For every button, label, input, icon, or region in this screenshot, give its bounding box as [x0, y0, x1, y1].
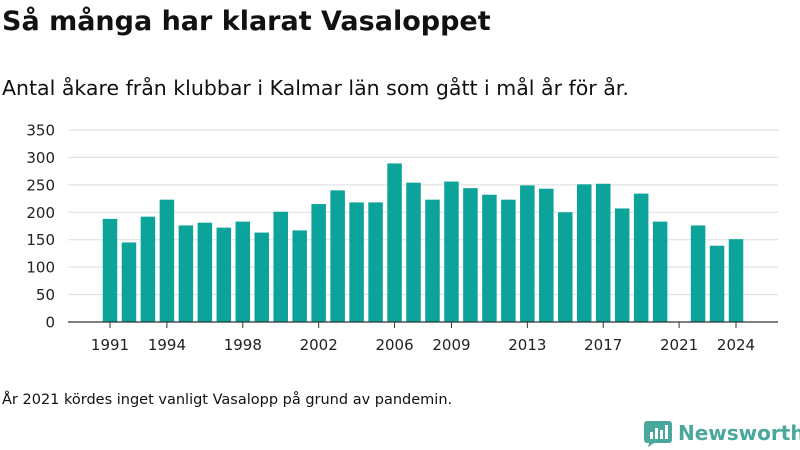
x-tick-label: 2002	[300, 336, 338, 354]
bar-2002	[311, 204, 326, 322]
bar-2010	[463, 188, 478, 322]
x-tick-label: 1991	[91, 336, 129, 354]
bar-2022	[690, 225, 706, 322]
bar-2009	[444, 181, 459, 322]
bar-2003	[330, 190, 345, 322]
bar-2023	[709, 245, 725, 322]
x-tick-label: 1994	[148, 336, 186, 354]
bar-2006	[387, 163, 402, 322]
y-tick-label: 200	[26, 204, 55, 222]
y-tick-label: 0	[45, 314, 55, 332]
brand-name: Newsworthy	[678, 421, 800, 445]
x-tick-label: 2013	[508, 336, 546, 354]
bar-2012	[501, 199, 516, 322]
y-tick-label: 300	[26, 149, 55, 167]
y-tick-label: 250	[26, 176, 55, 194]
x-tick-label: 2006	[375, 336, 413, 354]
y-tick-label: 100	[26, 259, 55, 277]
bar-1997	[216, 227, 232, 322]
x-axis-ticks: 1991 1994 1998 2002 2006 2009 2013 2017 2021 2024	[91, 322, 755, 354]
brand-logo: Newsworthy	[644, 419, 800, 447]
bar-2019	[633, 193, 649, 322]
bar-2004	[349, 202, 364, 322]
bar-2016	[577, 184, 592, 322]
bar-2001	[292, 230, 307, 322]
bar-2017	[595, 183, 611, 322]
bars	[102, 163, 744, 322]
bar-2018	[614, 208, 630, 322]
bar-1993	[140, 216, 156, 322]
x-tick-label: 2024	[717, 336, 755, 354]
bar-2014	[539, 188, 554, 322]
bar-1998	[235, 221, 251, 322]
bar-2000	[273, 211, 288, 322]
bar-2013	[520, 185, 535, 322]
x-tick-label: 2021	[660, 336, 698, 354]
bar-1992	[121, 242, 137, 322]
grid-lines	[68, 129, 778, 296]
bar-2007	[406, 182, 421, 322]
bar-2008	[425, 199, 440, 322]
bar-1994	[159, 199, 175, 322]
y-axis-ticks: 0 50 100 150 200 250 300 350	[26, 122, 55, 332]
newsworthy-logo-icon	[644, 421, 672, 447]
chart-subtitle: Antal åkare från klubbar i Kalmar län so…	[2, 76, 629, 100]
bar-2020	[652, 221, 668, 322]
y-tick-label: 150	[26, 231, 55, 249]
bar-1996	[197, 222, 213, 322]
bar-2024	[728, 239, 744, 322]
bar-2005	[368, 202, 383, 322]
bar-1999	[254, 232, 270, 322]
x-tick-label: 2017	[584, 336, 622, 354]
bar-2011	[482, 194, 497, 322]
bar-2015	[558, 212, 573, 322]
bar-1995	[178, 225, 194, 322]
x-tick-label: 1998	[224, 336, 262, 354]
chart-title: Så många har klarat Vasaloppet	[2, 6, 491, 37]
footnote: År 2021 kördes inget vanligt Vasalopp på…	[2, 392, 453, 408]
x-tick-label: 2009	[432, 336, 470, 354]
bar-1991	[102, 218, 118, 322]
y-tick-label: 350	[26, 122, 55, 140]
y-tick-label: 50	[36, 286, 55, 304]
